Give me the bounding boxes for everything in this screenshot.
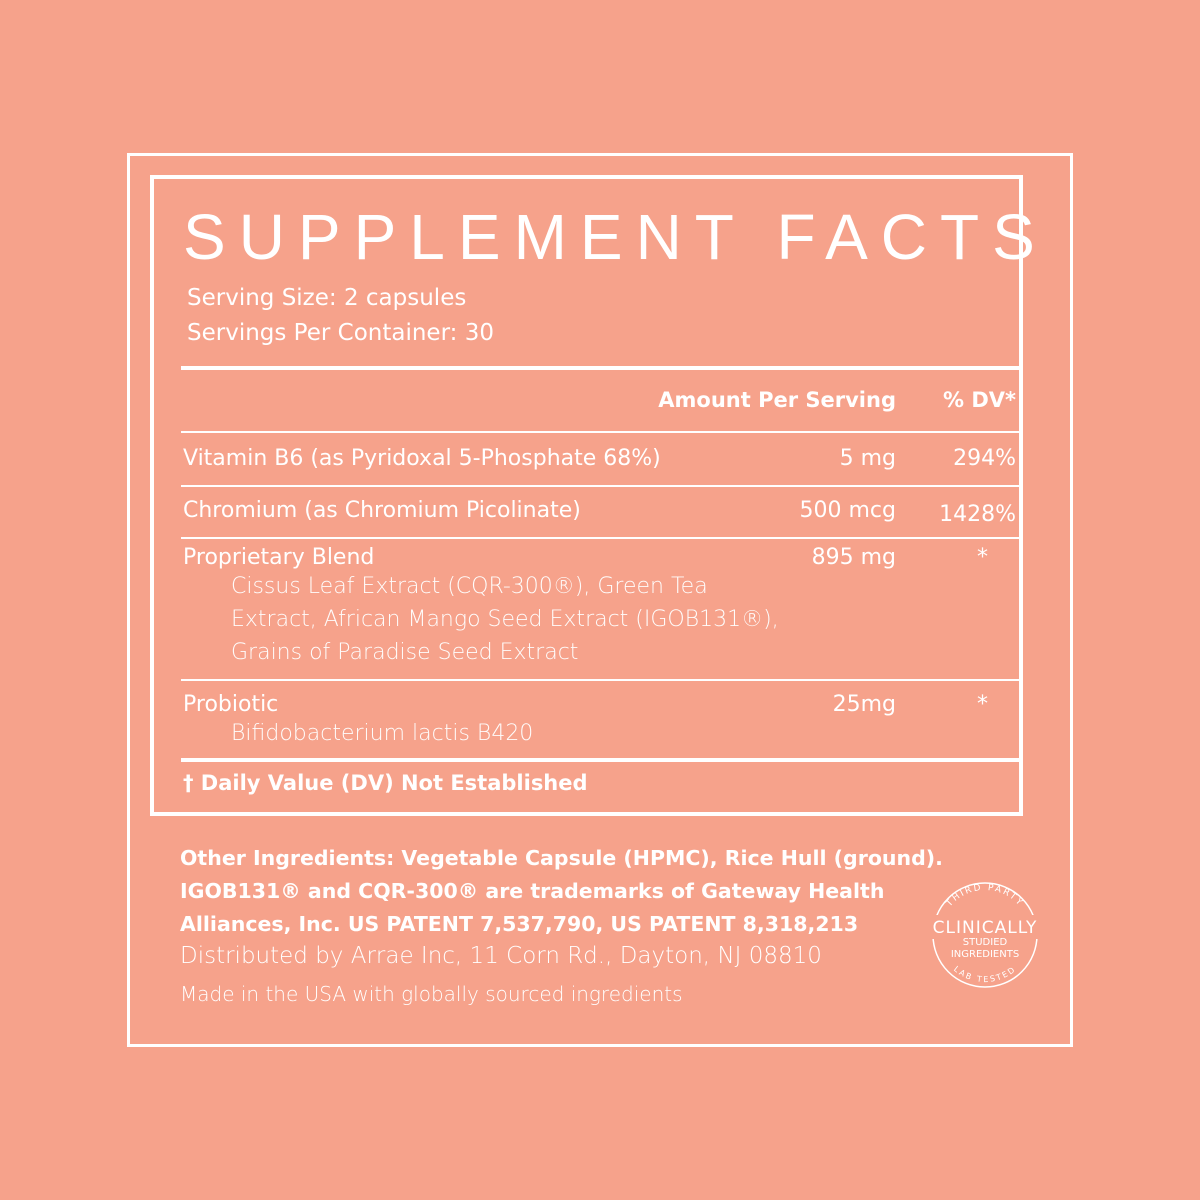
table-row: Proprietary Blend 895 mg * Cissus Leaf E…: [183, 545, 1016, 669]
nutrient-dv: *: [977, 692, 988, 717]
serving-size: Serving Size: 2 capsules: [187, 285, 467, 311]
nutrient-name: Probiotic: [183, 692, 279, 717]
probiotic-strain: Bifidobacterium lactis B420: [183, 717, 1016, 750]
nutrient-name: Proprietary Blend: [183, 545, 375, 570]
distributed-by: Distributed by Arrae Inc, 11 Corn Rd., D…: [180, 943, 822, 969]
blend-ingredients: Cissus Leaf Extract (CQR-300®), Green Te…: [183, 570, 1016, 669]
nutrient-name: Chromium (as Chromium Picolinate): [183, 498, 581, 523]
nutrient-amount: 500 mcg: [799, 498, 896, 523]
table-row: Probiotic 25mg * Bifidobacterium lactis …: [183, 692, 1016, 750]
nutrient-name: Vitamin B6 (as Pyridoxal 5-Phosphate 68%…: [183, 446, 661, 471]
badge-main-text: CLINICALLY: [933, 918, 1038, 938]
ingredient-line: Extract, African Mango Seed Extract (IGO…: [231, 607, 779, 632]
nutrient-amount: 895 mg: [811, 545, 896, 570]
ingredient-line: Cissus Leaf Extract (CQR-300®), Green Te…: [231, 574, 708, 599]
table-row: Chromium (as Chromium Picolinate) 500 mc…: [183, 498, 1016, 527]
nutrient-amount: 25mg: [832, 692, 896, 717]
badge-top-text: THIRD PARTY: [944, 883, 1025, 910]
servings-per-container: Servings Per Container: 30: [187, 320, 494, 346]
badge-line3: INGREDIENTS: [951, 949, 1019, 960]
divider: [181, 366, 1022, 370]
nutrient-dv: *: [977, 545, 988, 570]
nutrient-dv: 294%: [953, 446, 1016, 471]
divider: [181, 431, 1022, 433]
other-ingredients: Other Ingredients: Vegetable Capsule (HP…: [180, 842, 943, 941]
page-title: SUPPLEMENT FACTS: [183, 201, 1048, 273]
divider: [181, 485, 1022, 487]
made-in: Made in the USA with globally sourced in…: [180, 982, 683, 1006]
footnote: † Daily Value (DV) Not Established: [183, 771, 588, 795]
facts-panel-border: [150, 175, 1023, 816]
nutrient-amount: 5 mg: [839, 446, 896, 471]
amount-header: Amount Per Serving: [658, 388, 896, 412]
divider: [181, 758, 1022, 762]
badge-line2: STUDIED: [963, 937, 1008, 948]
other-line: Alliances, Inc. US PATENT 7,537,790, US …: [180, 912, 859, 936]
other-line: Other Ingredients: Vegetable Capsule (HP…: [180, 846, 943, 870]
dv-header: % DV*: [942, 388, 1016, 412]
divider: [181, 537, 1022, 539]
divider: [181, 679, 1022, 681]
table-row: Vitamin B6 (as Pyridoxal 5-Phosphate 68%…: [183, 446, 1016, 471]
outer-border: [127, 153, 1073, 1047]
clinically-studied-badge: THIRD PARTY CLINICALLY STUDIED INGREDIEN…: [918, 882, 1052, 988]
ingredient-line: Grains of Paradise Seed Extract: [231, 640, 579, 665]
other-line: IGOB131® and CQR-300® are trademarks of …: [180, 879, 885, 903]
nutrient-dv: 1428%: [939, 502, 1016, 527]
ingredient-line: Bifidobacterium lactis B420: [231, 721, 534, 746]
